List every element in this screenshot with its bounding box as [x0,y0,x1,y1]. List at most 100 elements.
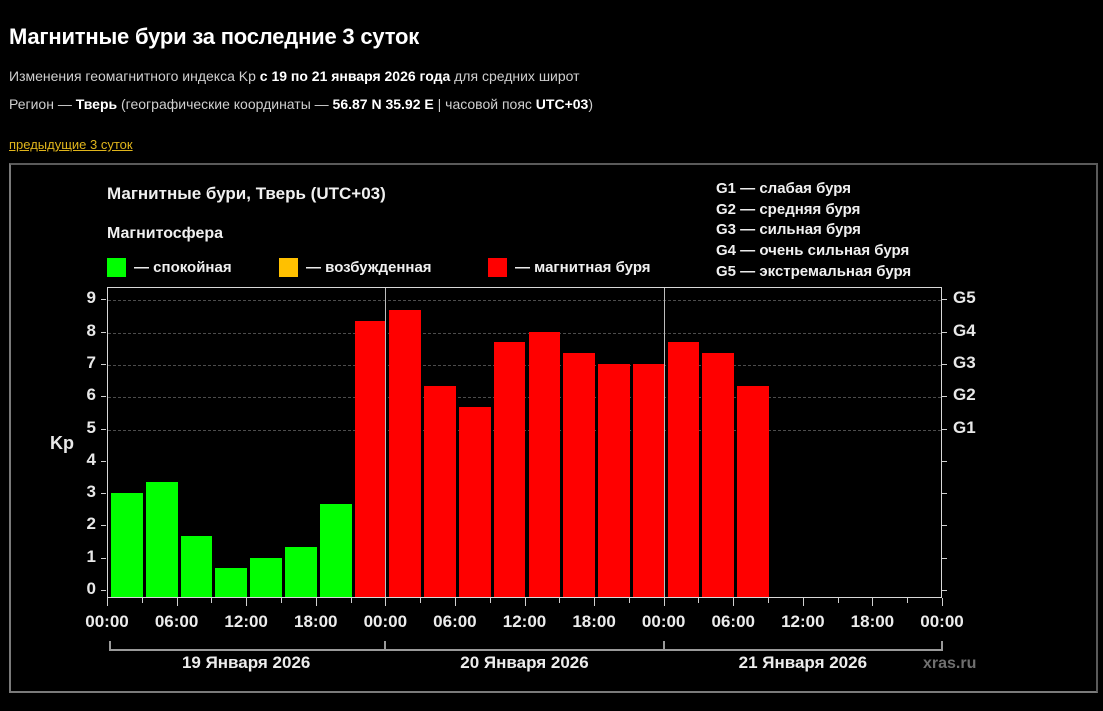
y-tick [101,493,106,495]
x-tick [350,598,352,603]
day-separator [663,288,665,597]
y-tick [101,428,106,430]
subtitle-region: Регион — Тверь (географические координат… [9,96,593,112]
y-tick [101,557,106,559]
x-tick [907,598,909,603]
g-tick [942,557,947,559]
x-tick [698,598,700,603]
legend-item-calm: — спокойная [107,257,232,277]
x-tick [454,598,456,606]
x-tick-label: 18:00 [294,612,338,631]
kp-bar [702,353,735,597]
y-tick-label: 6 [86,385,96,405]
x-tick-label: 12:00 [781,612,825,631]
x-tick-label: 06:00 [711,612,755,631]
kp-bar [598,363,630,597]
y-tick [101,396,106,398]
g-level-label: G2 [953,385,976,405]
y-tick [101,525,106,527]
x-tick [489,598,491,603]
g-tick [942,428,947,430]
x-tick-label: 00:00 [641,612,686,631]
chart-title: Магнитные бури, Тверь (UTC+03) [107,184,386,203]
kp-bar [250,557,282,597]
x-tick [280,598,282,603]
kp-bar [180,536,213,597]
kp-bar [528,331,561,597]
active-swatch [279,257,298,277]
x-tick-label: 12:00 [502,612,547,631]
x-tick [141,598,143,603]
x-tick [211,598,213,603]
x-tick [246,598,248,606]
g-tick [942,299,947,301]
x-tick [420,598,422,603]
y-tick-label: 5 [86,417,96,437]
g-tick [942,493,947,495]
legend-item-storm: — магнитная буря [488,257,651,277]
legend-item-active: — возбужденная [279,257,432,277]
day-label: 20 Января 2026 [460,653,589,672]
gridline [108,300,941,302]
calm-swatch [107,257,126,277]
kp-bar [389,309,422,597]
x-tick-label: 00:00 [363,612,408,631]
x-tick [802,598,804,606]
g-tick [942,363,947,365]
x-tick [837,598,839,603]
x-tick-label: 06:00 [154,612,199,631]
y-tick-label: 7 [86,352,96,372]
kp-bar [319,503,352,597]
y-tick [101,363,106,365]
subtitle-period: Изменения геомагнитного индекса Kp с 19 … [9,68,580,84]
watermark: xras.ru [923,655,977,672]
x-tick [315,598,317,606]
g-tick [942,331,947,333]
g-level-label: G3 [953,352,976,372]
g-level-label: G1 [953,417,976,437]
y-axis-label: Kp [50,433,74,453]
g-tick [942,396,947,398]
y-tick [101,590,106,591]
kp-bar [424,385,456,597]
y-tick-label: 0 [86,579,96,598]
kp-bar [493,342,526,597]
x-tick-label: 12:00 [224,612,268,631]
x-tick [559,598,561,603]
storm-swatch [488,257,507,277]
x-tick-label: 00:00 [920,612,964,631]
x-tick [733,598,735,606]
g-tick [942,590,947,591]
day-separator [385,288,387,597]
x-tick-label: 18:00 [850,612,895,631]
kp-bar [632,363,665,597]
day-label: 19 Января 2026 [181,653,311,672]
g-scale-legend: G1 — слабая буря G2 — средняя буря G3 — … [716,180,912,280]
kp-bar [737,385,770,597]
y-tick-label: 4 [86,449,96,469]
previous-3-days-link[interactable]: предыдущие 3 суток [9,137,133,152]
x-tick [107,598,108,606]
x-tick [872,598,874,606]
chart-frame [9,163,1098,693]
x-tick-label: 18:00 [572,612,616,631]
kp-bar [563,353,596,597]
g-level-label: G5 [953,288,976,308]
y-tick [101,331,106,333]
day-label: 21 Января 2026 [738,653,868,672]
kp-bar [111,493,143,597]
x-tick [594,598,596,606]
kp-bar [215,568,248,597]
day-bracket [663,641,943,651]
legend-section-label: Магнитосфера [107,225,224,242]
x-tick [385,598,387,606]
kp-bar [354,320,387,597]
x-tick-label: 06:00 [433,612,477,631]
g-level-label: G4 [953,320,976,340]
x-tick [768,598,770,603]
plot-area [107,287,942,598]
g-tick [942,460,947,462]
y-tick-label: 3 [86,482,96,502]
x-tick [176,598,178,606]
x-tick [942,598,943,606]
